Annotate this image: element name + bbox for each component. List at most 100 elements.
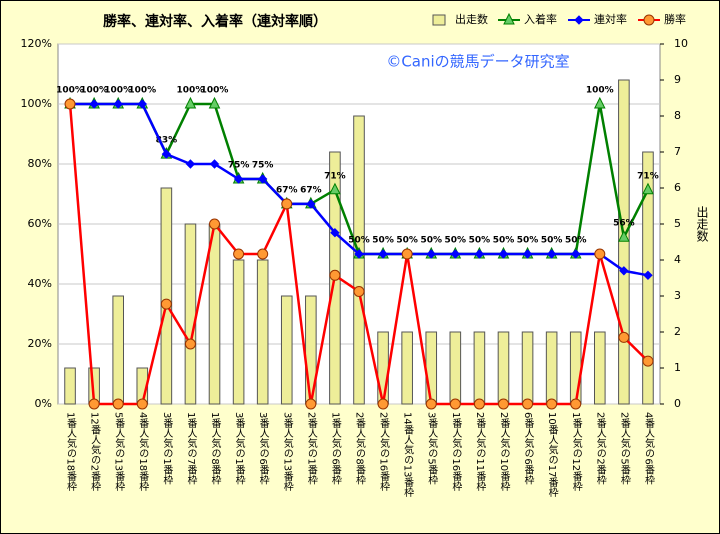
data-label: 67% <box>276 185 298 195</box>
x-tick-label: 14番人気の13番枠 <box>402 412 414 498</box>
legend-label: 入着率 <box>524 12 557 26</box>
bar <box>232 259 245 405</box>
data-label: 50% <box>565 236 587 246</box>
bar <box>569 331 582 405</box>
marker <box>593 96 606 109</box>
marker <box>378 249 388 259</box>
marker <box>329 269 341 281</box>
x-tick-label: 1番人気の18番枠 <box>65 412 77 492</box>
marker <box>233 174 244 184</box>
marker <box>305 398 317 410</box>
marker <box>257 248 269 260</box>
marker <box>161 149 172 159</box>
y2-tick-label: 0 <box>674 397 681 410</box>
marker <box>209 159 220 169</box>
marker <box>571 249 581 259</box>
marker <box>473 398 485 410</box>
data-label: 67% <box>300 185 322 195</box>
bar <box>256 259 269 405</box>
bar <box>521 331 534 405</box>
bar <box>545 331 558 405</box>
data-label: 50% <box>493 236 515 246</box>
marker <box>137 99 147 109</box>
bar <box>184 223 197 405</box>
y-tick-label: 20% <box>28 337 52 350</box>
x-tick-label: 6番人気の6番枠 <box>522 412 534 486</box>
marker <box>618 331 630 343</box>
y2-tick-label: 9 <box>674 73 681 86</box>
y2-axis-label: 出走数 <box>695 206 709 243</box>
data-label: 100% <box>56 86 84 96</box>
data-label: 50% <box>348 236 370 246</box>
legend-label: 連対率 <box>594 12 627 26</box>
marker <box>113 99 123 109</box>
marker <box>498 249 509 259</box>
bar <box>280 295 293 405</box>
marker <box>208 96 221 109</box>
marker <box>184 96 197 109</box>
marker <box>546 398 558 410</box>
x-tick-label: 1番人気の6番枠 <box>329 412 341 486</box>
x-tick-label: 3番人気の13番枠 <box>281 412 293 492</box>
data-label: 75% <box>228 161 250 171</box>
marker <box>522 249 533 259</box>
x-tick-label: 2番人気の8番枠 <box>354 412 366 486</box>
y-tick-label: 40% <box>28 277 52 290</box>
marker <box>643 270 653 281</box>
x-tick-label: 2番人気の11番枠 <box>474 412 486 492</box>
marker <box>184 338 196 350</box>
y2-tick-label: 5 <box>674 217 681 230</box>
y-tick-label: 60% <box>28 217 52 230</box>
x-tick-label: 1番人気の16番枠 <box>450 412 462 492</box>
marker <box>594 248 606 260</box>
y2-tick-label: 6 <box>674 181 681 194</box>
watermark: ©Caniの競馬データ研究室 <box>386 53 569 71</box>
data-label: 71% <box>324 171 346 181</box>
marker <box>642 182 654 195</box>
y2-tick-label: 10 <box>674 37 688 50</box>
marker <box>233 248 245 260</box>
bar <box>377 331 389 405</box>
bar <box>401 331 413 405</box>
marker <box>112 398 124 410</box>
marker <box>136 398 148 410</box>
bar <box>473 331 486 405</box>
x-tick-label: 5番人気の13番枠 <box>113 412 125 492</box>
data-label: 50% <box>420 236 442 246</box>
marker <box>474 249 485 259</box>
x-tick-label: 2番人気の2番枠 <box>594 412 606 486</box>
y2-tick-label: 3 <box>674 289 681 302</box>
y2-tick-label: 7 <box>674 145 681 158</box>
legend-label: 出走数 <box>455 12 488 26</box>
marker <box>330 227 340 238</box>
marker <box>497 398 509 410</box>
bar <box>618 79 630 405</box>
marker <box>425 398 437 410</box>
marker <box>185 159 196 169</box>
marker <box>642 355 654 367</box>
bar <box>425 331 438 405</box>
legend-label: 勝率 <box>664 12 686 26</box>
legend-swatch <box>432 14 446 26</box>
bar <box>449 331 462 405</box>
bar <box>160 187 173 405</box>
marker <box>619 266 629 276</box>
x-tick-label: 3番人気の5番枠 <box>426 412 438 486</box>
x-tick-label: 1番人気の7番枠 <box>185 412 197 486</box>
bar <box>594 331 606 405</box>
marker <box>354 249 364 259</box>
data-label: 56% <box>613 219 635 229</box>
legend-marker <box>503 12 515 25</box>
x-tick-label: 3番人気の1番枠 <box>161 412 173 486</box>
y2-tick-label: 8 <box>674 109 681 122</box>
data-label: 50% <box>445 236 467 246</box>
marker <box>426 249 436 259</box>
y-tick-label: 0% <box>35 397 52 410</box>
marker <box>401 248 413 260</box>
y-tick-label: 100% <box>21 97 52 110</box>
marker <box>160 298 172 310</box>
legend-marker <box>574 15 584 25</box>
x-tick-label: 4番人気の18番枠 <box>137 412 149 492</box>
y2-tick-label: 4 <box>674 253 681 266</box>
